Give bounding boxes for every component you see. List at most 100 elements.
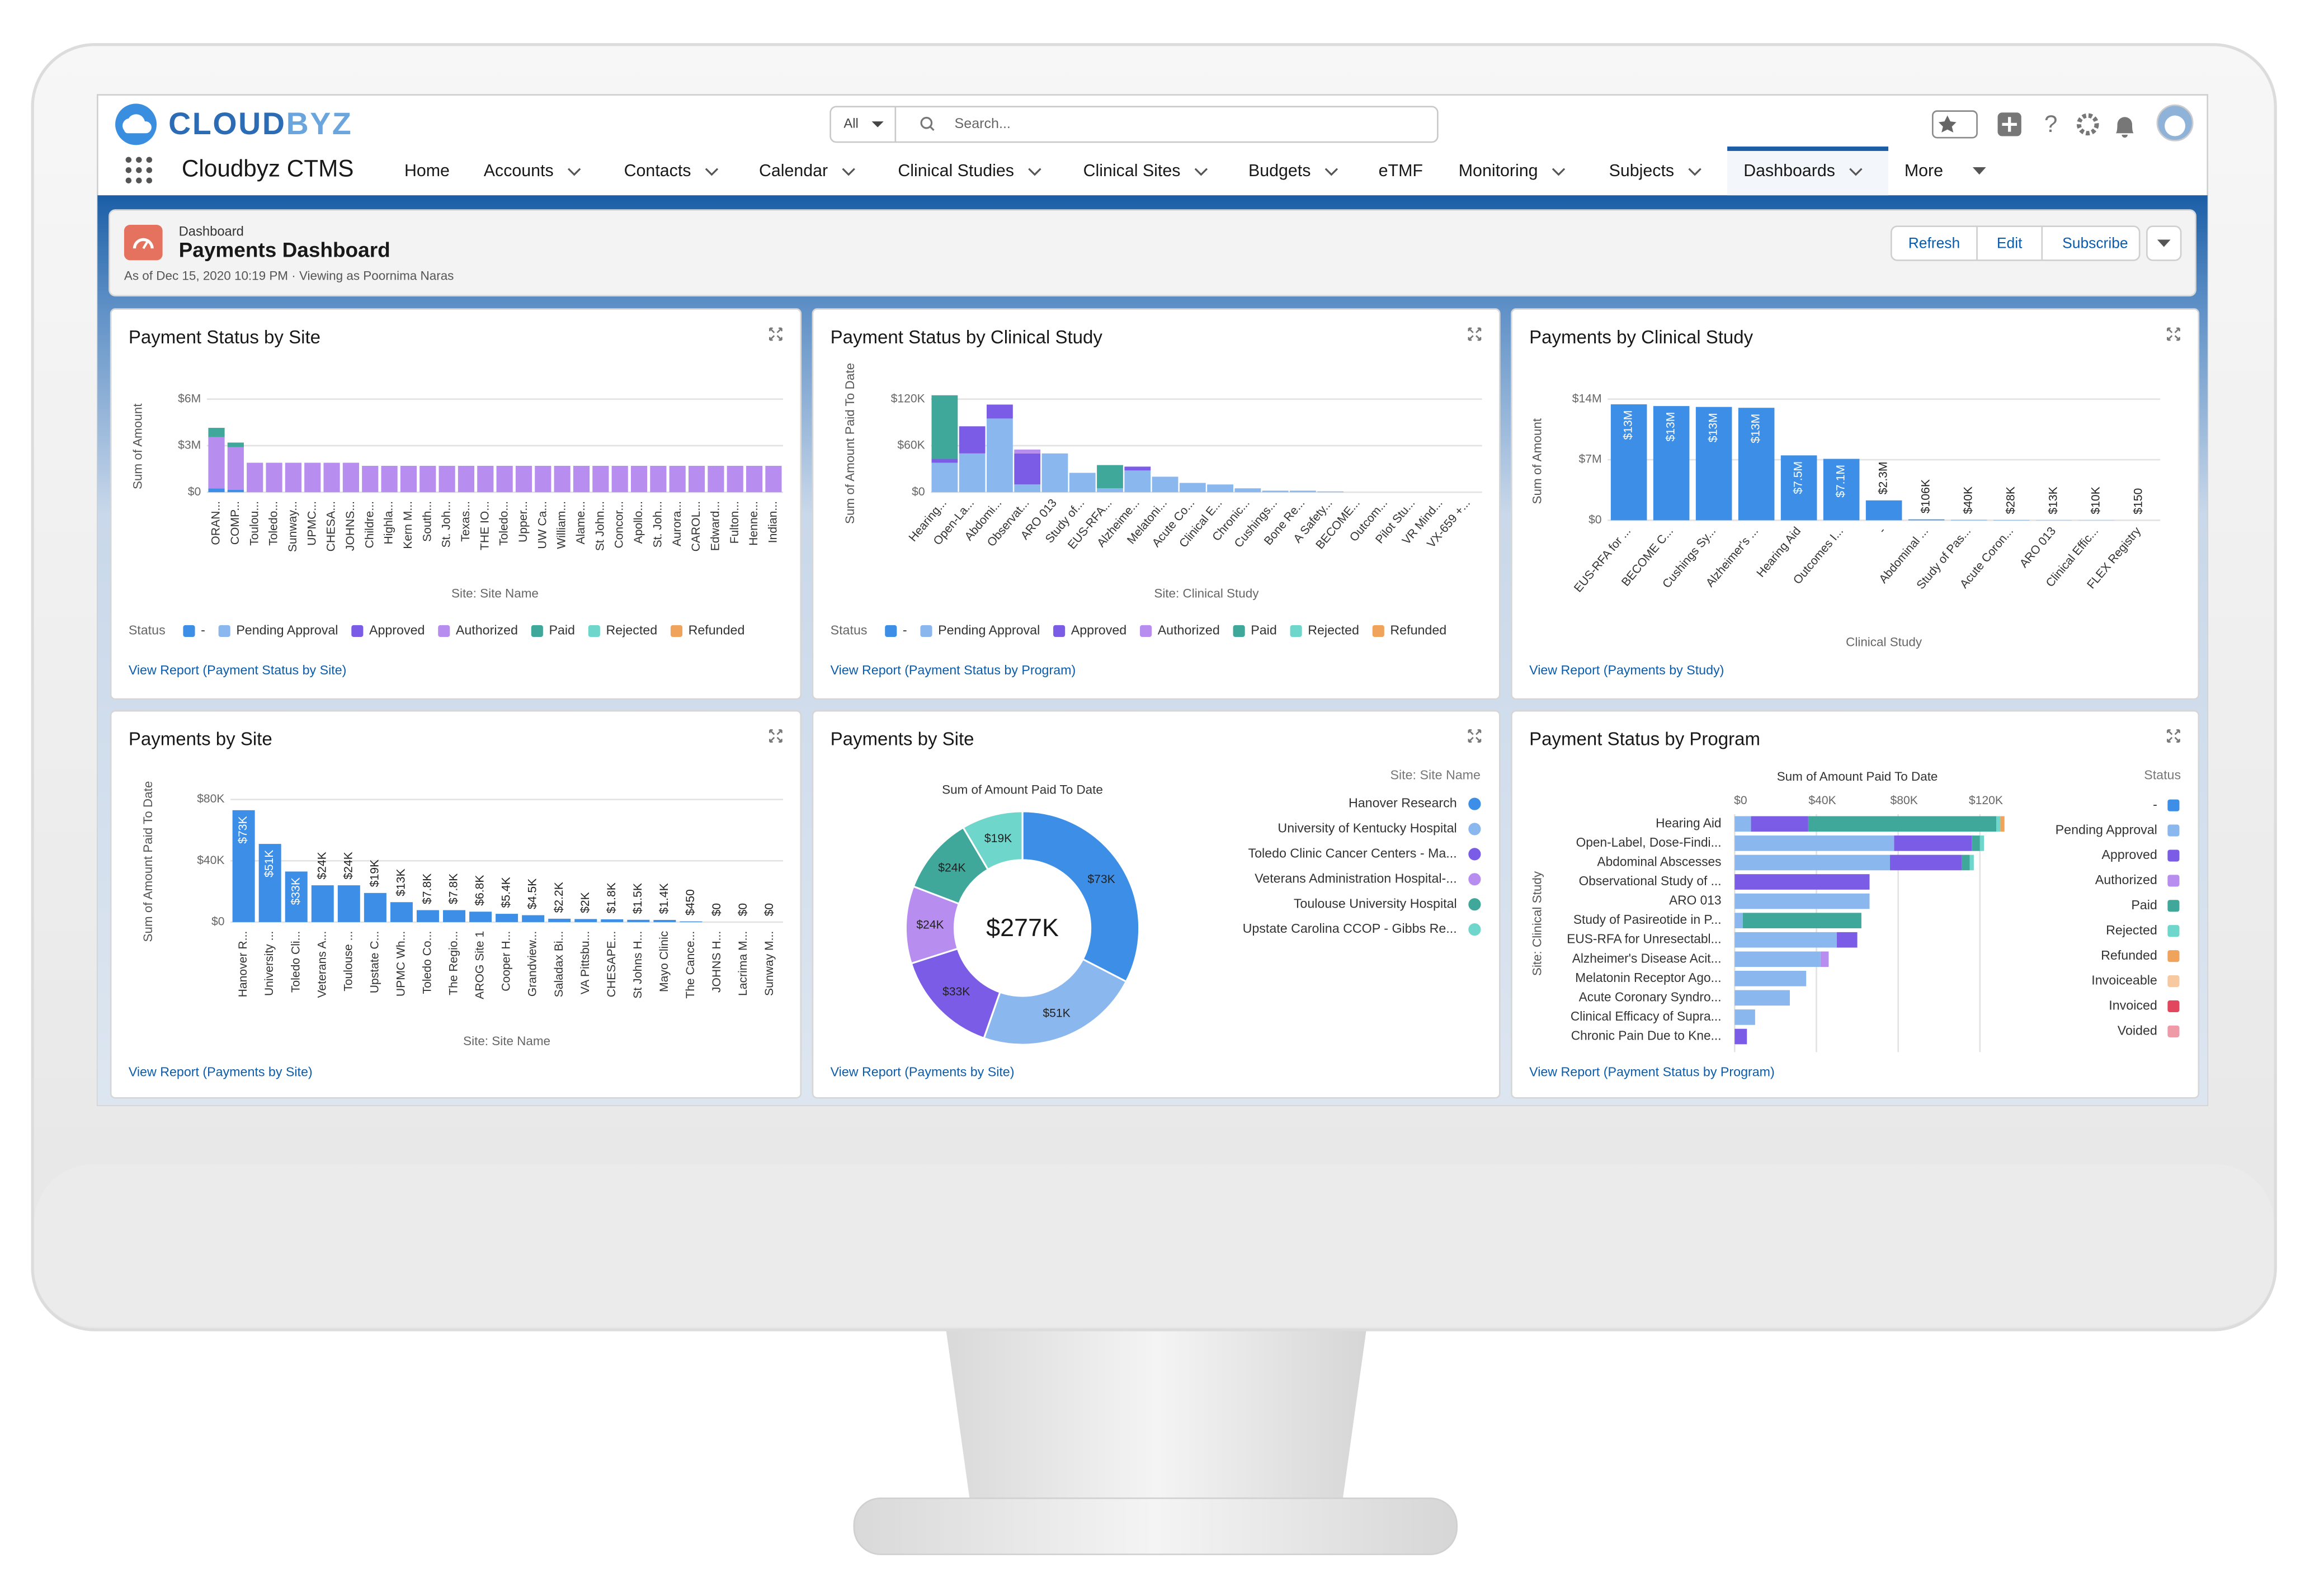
view-report-link[interactable]: View Report (Payments by Site) [129,1064,313,1079]
more-actions-caret [2157,239,2171,247]
x-category-label: University ... [263,931,276,996]
y-tick-label: $7M [1578,453,1601,466]
y-category-label: Chronic Pain Due to Kne... [1571,1028,1722,1043]
y-axis-title-text: Site: Clinical Study [1529,871,1544,976]
bar-segment [931,395,958,459]
nav-item[interactable]: Dashboards [1743,162,1835,180]
dashboard-icon-gauge [133,238,154,249]
x-category-label: Grandview... [526,931,539,997]
x-category-label: St Johns H... [631,931,644,999]
legend-label: - [903,623,907,638]
settings-icon[interactable] [2076,113,2099,136]
bar-segment [959,453,986,493]
view-report-link[interactable]: View Report (Payments by Site) [831,1064,1015,1079]
subscribe-button[interactable]: Subscribe [2062,234,2128,251]
data-label: $13M [1750,414,1762,443]
data-label: $19K [368,860,381,887]
expand-icon[interactable] [769,729,783,743]
data-label: $6.8K [474,875,487,905]
x-category-label: Highla... [383,501,395,544]
data-label: $0 [737,903,750,917]
help-icon[interactable]: ? [2044,111,2057,137]
nav-chevron [1194,168,1208,176]
nav-item[interactable]: Accounts [484,162,554,180]
data-label: $13M [1707,413,1720,442]
bar-segment [1820,951,1829,967]
data-label: $150 [2132,488,2145,514]
data-label: $13M [1665,412,1677,442]
legend-label: Authorized [1158,623,1220,638]
legend-label: Rejected [1308,623,1359,638]
view-report-link[interactable]: View Report (Payment Status by Program) [1529,1064,1775,1079]
nav-item[interactable]: Contacts [624,162,691,180]
y-category-label: Alzheimer's Disease Acit... [1572,951,1722,965]
bar [496,914,518,922]
data-label: $13M [1622,410,1635,440]
view-report-link[interactable]: View Report (Payment Status by Site) [129,663,347,677]
y-category-label: Hearing Aid [1656,815,1721,830]
bar [1950,520,1987,521]
chart-title: Sum of Amount Paid To Date [1777,769,1938,783]
expand-icon[interactable] [1468,729,1482,743]
nav-item[interactable]: Subjects [1609,162,1674,180]
bar-segment [669,466,686,493]
expand-icon[interactable] [1468,327,1482,341]
x-axis-title: Site: Site Name [463,1034,550,1048]
legend-label: - [2153,797,2157,811]
bar-segment [535,466,551,493]
favorites-icon[interactable] [1931,110,1978,139]
nav-item[interactable]: More [1905,162,1943,180]
data-label: $2K [579,892,592,913]
data-label: $13K [394,868,407,896]
legend-swatch [218,625,230,638]
bar-segment [1890,854,1962,871]
legend-swatch [1468,848,1481,861]
bar [548,918,571,922]
nav-item[interactable]: Clinical Sites [1083,162,1181,180]
nav-item[interactable]: eTMF [1379,162,1423,180]
notifications-icon[interactable] [2115,117,2134,138]
expand-icon[interactable] [769,327,783,341]
edit-button[interactable]: Edit [1997,234,2023,251]
legend-swatch [2167,875,2180,887]
nav-item[interactable]: Budgets [1248,162,1311,180]
slice-label: $24K [938,862,965,875]
y-tick-label: $60K [897,439,925,452]
search-placeholder[interactable]: Search... [955,116,1011,131]
bar-segment [381,466,398,493]
search-scope[interactable]: All [843,116,858,131]
dashboard-icon-needle [142,240,149,249]
bar [627,919,650,922]
search-box[interactable] [829,106,1439,143]
x-category-label: JOHNS... [344,501,357,551]
y-tick-label: $14M [1572,392,1602,405]
bar-segment [1124,466,1151,471]
bar-segment [1734,990,1790,1006]
nav-item[interactable]: Home [404,162,450,180]
nav-item[interactable]: Monitoring [1459,162,1538,180]
bar-segment [227,442,244,447]
data-label: $5.4K [500,877,513,908]
legend-swatch [1468,797,1481,810]
expand-icon[interactable] [2167,729,2180,743]
legend-swatch [920,625,932,638]
legend-swatch [351,625,364,638]
view-report-link[interactable]: View Report (Payments by Study) [1529,663,1724,677]
app-launcher[interactable] [125,157,153,184]
view-report-link[interactable]: View Report (Payment Status by Program) [831,663,1076,677]
x-category-label: Concor... [613,501,626,549]
launcher-dot [136,177,142,184]
nav-chevron [842,168,855,176]
bar [522,915,545,922]
nav-chevron [705,168,719,176]
widget-title: Payments by Site [129,729,272,749]
bar-segment [1207,484,1233,493]
nav-item[interactable]: Clinical Studies [898,162,1014,180]
legend-title: Status [831,623,868,638]
nav-item[interactable]: Calendar [759,162,828,180]
refresh-button[interactable]: Refresh [1908,234,1960,251]
x-category-label: Toledo... [267,501,280,546]
legend-label: Voided [2118,1023,2157,1038]
expand-icon[interactable] [2167,327,2180,341]
